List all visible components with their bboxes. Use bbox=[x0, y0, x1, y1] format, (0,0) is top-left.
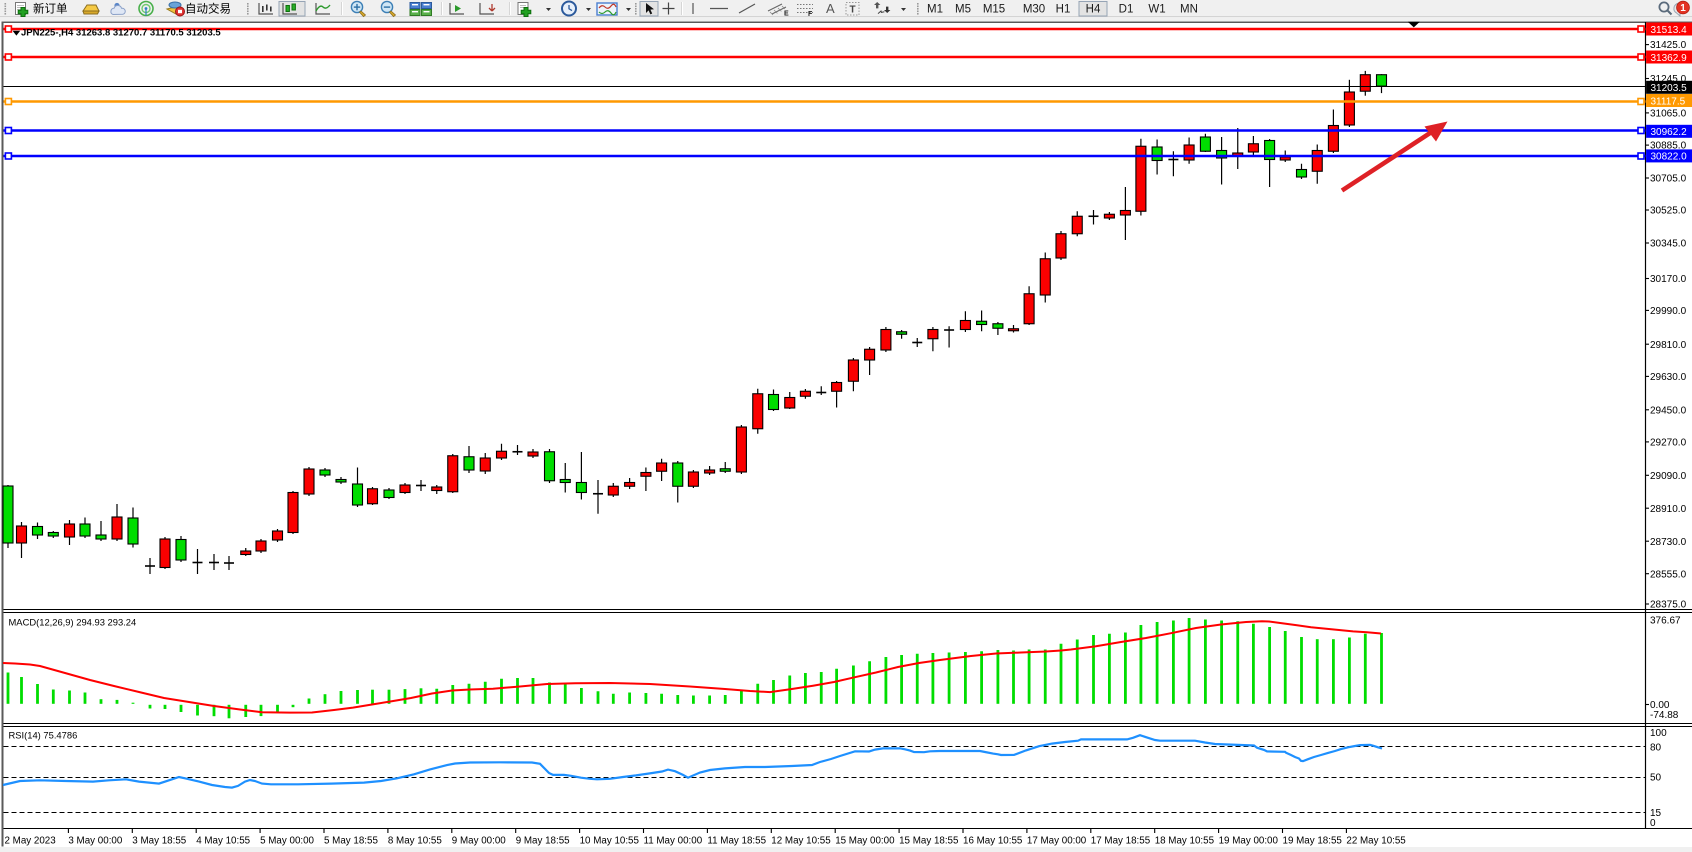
svg-text:12 May 10:55: 12 May 10:55 bbox=[771, 836, 831, 847]
svg-text:30525.0: 30525.0 bbox=[1650, 206, 1687, 217]
svg-text:M15: M15 bbox=[983, 4, 1005, 16]
svg-text:19 May 00:00: 19 May 00:00 bbox=[1219, 836, 1279, 847]
svg-text:30170.0: 30170.0 bbox=[1650, 274, 1687, 285]
svg-text:29270.0: 29270.0 bbox=[1650, 438, 1687, 449]
svg-text:29450.0: 29450.0 bbox=[1650, 405, 1687, 416]
svg-text:18 May 10:55: 18 May 10:55 bbox=[1155, 836, 1215, 847]
svg-text:30962.2: 30962.2 bbox=[1651, 127, 1688, 138]
svg-text:31203.5: 31203.5 bbox=[1651, 83, 1688, 94]
svg-text:9 May 00:00: 9 May 00:00 bbox=[452, 836, 506, 847]
svg-text:T: T bbox=[850, 5, 856, 16]
svg-text:17 May 00:00: 17 May 00:00 bbox=[1027, 836, 1087, 847]
svg-text:9 May 18:55: 9 May 18:55 bbox=[516, 836, 570, 847]
svg-text:50: 50 bbox=[1650, 773, 1662, 784]
svg-text:31425.0: 31425.0 bbox=[1650, 40, 1687, 51]
svg-text:3 May 00:00: 3 May 00:00 bbox=[68, 836, 122, 847]
svg-text:自动交易: 自动交易 bbox=[185, 2, 231, 16]
svg-text:31065.0: 31065.0 bbox=[1650, 109, 1687, 120]
svg-text:28375.0: 28375.0 bbox=[1650, 600, 1687, 611]
svg-text:M1: M1 bbox=[927, 4, 943, 16]
svg-text:E: E bbox=[784, 11, 789, 18]
svg-text:3 May 18:55: 3 May 18:55 bbox=[132, 836, 186, 847]
svg-text:1: 1 bbox=[1680, 3, 1686, 14]
svg-text:30705.0: 30705.0 bbox=[1650, 174, 1687, 185]
svg-text:15: 15 bbox=[1650, 808, 1662, 819]
svg-text:4 May 10:55: 4 May 10:55 bbox=[196, 836, 250, 847]
svg-text:80: 80 bbox=[1650, 743, 1662, 754]
svg-text:5 May 00:00: 5 May 00:00 bbox=[260, 836, 314, 847]
svg-text:16 May 10:55: 16 May 10:55 bbox=[963, 836, 1023, 847]
svg-text:19 May 18:55: 19 May 18:55 bbox=[1283, 836, 1343, 847]
svg-text:31117.5: 31117.5 bbox=[1651, 96, 1686, 107]
svg-text:17 May 18:55: 17 May 18:55 bbox=[1091, 836, 1151, 847]
svg-text:30885.0: 30885.0 bbox=[1650, 141, 1687, 152]
svg-text:RSI(14) 75.4786: RSI(14) 75.4786 bbox=[9, 730, 78, 741]
svg-text:MACD(12,26,9) 294.93 293.24: MACD(12,26,9) 294.93 293.24 bbox=[9, 617, 137, 628]
svg-text:15 May 00:00: 15 May 00:00 bbox=[835, 836, 895, 847]
svg-text:8 May 10:55: 8 May 10:55 bbox=[388, 836, 442, 847]
svg-text:31362.9: 31362.9 bbox=[1651, 53, 1688, 64]
svg-text:MN: MN bbox=[1180, 4, 1198, 16]
svg-text:28730.0: 28730.0 bbox=[1650, 537, 1687, 548]
svg-text:新订单: 新订单 bbox=[33, 2, 68, 16]
svg-text:100: 100 bbox=[1650, 728, 1667, 739]
svg-text:28910.0: 28910.0 bbox=[1650, 504, 1687, 515]
svg-text:-74.88: -74.88 bbox=[1650, 710, 1679, 721]
svg-text:31513.4: 31513.4 bbox=[1651, 25, 1688, 36]
svg-text:15 May 18:55: 15 May 18:55 bbox=[899, 836, 959, 847]
svg-text:30822.0: 30822.0 bbox=[1651, 152, 1688, 163]
svg-text:28555.0: 28555.0 bbox=[1650, 569, 1687, 580]
svg-text:M30: M30 bbox=[1023, 4, 1045, 16]
svg-text:11 May 00:00: 11 May 00:00 bbox=[644, 836, 703, 847]
svg-text:F: F bbox=[808, 11, 813, 18]
svg-text:W1: W1 bbox=[1148, 4, 1165, 16]
svg-text:29990.0: 29990.0 bbox=[1650, 306, 1687, 317]
svg-text:A: A bbox=[826, 1, 835, 16]
svg-text:D1: D1 bbox=[1119, 4, 1134, 16]
svg-text:376.67: 376.67 bbox=[1650, 615, 1681, 626]
svg-text:5 May 18:55: 5 May 18:55 bbox=[324, 836, 378, 847]
svg-text:30345.0: 30345.0 bbox=[1650, 239, 1687, 250]
svg-text:22 May 10:55: 22 May 10:55 bbox=[1346, 836, 1406, 847]
svg-text:31245.0: 31245.0 bbox=[1650, 74, 1687, 85]
svg-text:29810.0: 29810.0 bbox=[1650, 340, 1687, 351]
svg-text:0: 0 bbox=[1650, 818, 1656, 829]
svg-text:M5: M5 bbox=[955, 4, 971, 16]
svg-text:JPN225-,H4 31263.8 31270.7 31: JPN225-,H4 31263.8 31270.7 31170.5 31203… bbox=[21, 28, 221, 39]
svg-text:11 May 18:55: 11 May 18:55 bbox=[707, 836, 766, 847]
svg-text:H1: H1 bbox=[1056, 4, 1071, 16]
svg-text:29090.0: 29090.0 bbox=[1650, 471, 1687, 482]
svg-text:H4: H4 bbox=[1086, 4, 1101, 16]
svg-text:10 May 10:55: 10 May 10:55 bbox=[580, 836, 640, 847]
svg-text:0.00: 0.00 bbox=[1650, 700, 1670, 711]
svg-text:29630.0: 29630.0 bbox=[1650, 372, 1687, 383]
svg-text:2 May 2023: 2 May 2023 bbox=[5, 836, 57, 847]
